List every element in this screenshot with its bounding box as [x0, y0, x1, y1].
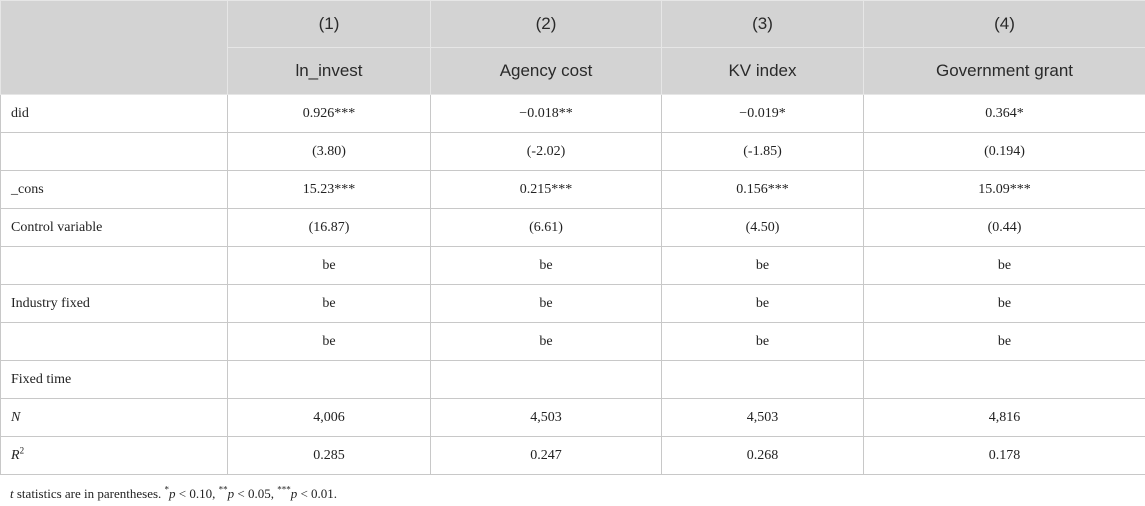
table-cell: (-1.85) [661, 132, 864, 171]
table-cell: be [661, 322, 864, 361]
table-cell: 0.364* [863, 94, 1145, 133]
table-cell: 0.156*** [661, 170, 864, 209]
column-header: Government grant [863, 47, 1145, 95]
table-cell: 4,503 [661, 398, 864, 437]
table-cell: be [661, 246, 864, 285]
table-row: R2 0.285 0.247 0.268 0.178 [0, 436, 1145, 475]
regression-table: (1) (2) (3) (4) ln_invest Agency cost KV… [0, 0, 1145, 475]
column-number: (2) [430, 0, 662, 48]
table-cell: (0.44) [863, 208, 1145, 247]
row-label: N [0, 398, 228, 437]
footnote-star: ** [218, 484, 228, 495]
table-cell: (16.87) [227, 208, 431, 247]
table-cell [863, 360, 1145, 399]
table-cell: be [430, 246, 662, 285]
row-label-r-squared: R2 [0, 436, 228, 475]
r-squared-exponent: 2 [19, 444, 25, 455]
table-row: be be be be [0, 246, 1145, 285]
footnote-p: p [290, 486, 298, 501]
footnote-text: < 0.01. [297, 486, 338, 501]
table-cell: (6.61) [430, 208, 662, 247]
column-header: ln_invest [227, 47, 431, 95]
table-cell: (-2.02) [430, 132, 662, 171]
column-number: (4) [863, 0, 1145, 48]
table-row: N 4,006 4,503 4,503 4,816 [0, 398, 1145, 437]
column-header: KV index [661, 47, 864, 95]
table-cell: be [661, 284, 864, 323]
table-cell: 4,503 [430, 398, 662, 437]
table-cell [430, 360, 662, 399]
table-cell: be [227, 322, 431, 361]
table-row: Control variable (16.87) (6.61) (4.50) (… [0, 208, 1145, 247]
table-row: be be be be [0, 322, 1145, 361]
footnote-p: p [169, 486, 176, 501]
table-cell: be [430, 322, 662, 361]
column-number: (3) [661, 0, 864, 48]
table-cell [661, 360, 864, 399]
table-cell: 4,006 [227, 398, 431, 437]
table-cell: be [863, 246, 1145, 285]
footnote-text: < 0.10, [175, 486, 219, 501]
table-cell: 0.926*** [227, 94, 431, 133]
table-row: Fixed time [0, 360, 1145, 399]
table-row: did 0.926*** −0.018** −0.019* 0.364* [0, 94, 1145, 133]
table-cell [227, 360, 431, 399]
r-squared-symbol: R [11, 447, 20, 463]
footnote-star: * [164, 484, 170, 495]
table-cell: −0.018** [430, 94, 662, 133]
row-label [0, 322, 228, 361]
footnote-text: < 0.05, [234, 486, 278, 501]
footnote-text: statistics are in parentheses. [13, 486, 165, 501]
table-cell: be [863, 322, 1145, 361]
table-row: _cons 15.23*** 0.215*** 0.156*** 15.09**… [0, 170, 1145, 209]
table-cell: 0.215*** [430, 170, 662, 209]
table-cell: be [227, 284, 431, 323]
table-cell: (0.194) [863, 132, 1145, 171]
footnote-t: t [10, 486, 14, 501]
row-label: Industry fixed [0, 284, 228, 323]
table-cell: be [430, 284, 662, 323]
table-row: (3.80) (-2.02) (-1.85) (0.194) [0, 132, 1145, 171]
table-cell: be [863, 284, 1145, 323]
row-label [0, 246, 228, 285]
table-cell: 15.09*** [863, 170, 1145, 209]
table-footnote: t statistics are in parentheses. *p < 0.… [10, 484, 338, 502]
table-cell: 0.178 [863, 436, 1145, 475]
table-cell: −0.019* [661, 94, 864, 133]
column-number: (1) [227, 0, 431, 48]
table-cell: (3.80) [227, 132, 431, 171]
row-label: Control variable [0, 208, 228, 247]
table-cell: 15.23*** [227, 170, 431, 209]
table-row: Industry fixed be be be be [0, 284, 1145, 323]
table-cell: (4.50) [661, 208, 864, 247]
row-label: did [0, 94, 228, 133]
footnote-p: p [227, 486, 235, 501]
row-label [0, 132, 228, 171]
footnote-star: *** [277, 484, 291, 495]
column-header: Agency cost [430, 47, 662, 95]
header-row-names: ln_invest Agency cost KV index Governmen… [1, 47, 1145, 95]
row-label: _cons [0, 170, 228, 209]
table-cell: 0.285 [227, 436, 431, 475]
table-cell: 4,816 [863, 398, 1145, 437]
row-label: Fixed time [0, 360, 228, 399]
table-cell: 0.247 [430, 436, 662, 475]
table-cell: 0.268 [661, 436, 864, 475]
header-corner [0, 0, 228, 95]
header-row-numbers: (1) (2) (3) (4) [0, 0, 1145, 95]
table-cell: be [227, 246, 431, 285]
